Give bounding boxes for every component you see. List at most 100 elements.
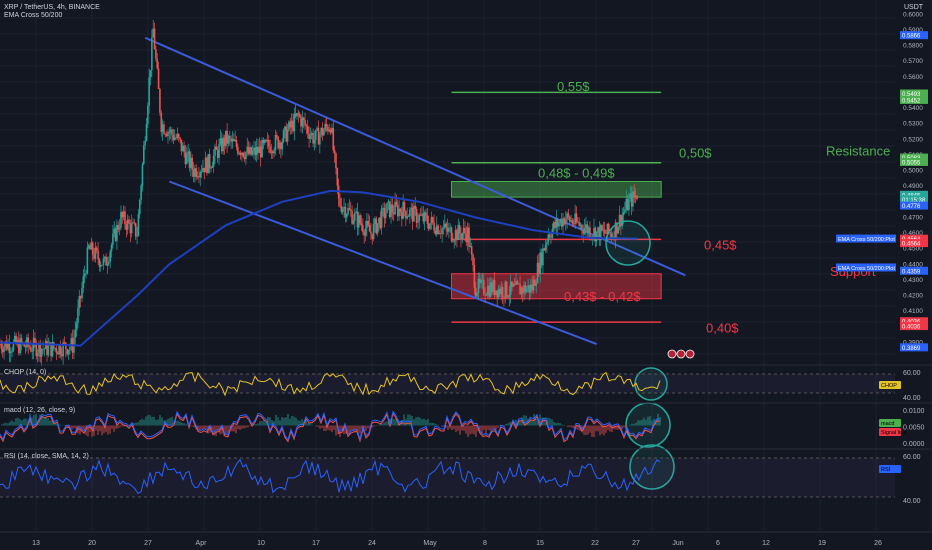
candle-body xyxy=(351,211,353,224)
trendline xyxy=(168,180,598,345)
candle-body xyxy=(543,248,546,251)
candle-body xyxy=(360,223,363,226)
candle-body xyxy=(444,223,446,228)
candle-body xyxy=(597,227,599,232)
candle-body xyxy=(50,342,52,357)
candle-body xyxy=(508,294,511,298)
candle-body xyxy=(442,227,445,229)
price-tick-label: 0.4200 xyxy=(903,293,923,300)
candle-body xyxy=(184,152,187,164)
candle-body xyxy=(23,342,25,347)
candle-body xyxy=(87,245,90,248)
candle-body xyxy=(263,139,266,144)
candle-body xyxy=(309,135,312,140)
candle-body xyxy=(288,121,290,130)
candle-body xyxy=(75,322,78,331)
candle-body xyxy=(249,147,251,155)
candle-body xyxy=(461,233,464,239)
candle-body xyxy=(542,248,544,266)
candle-body xyxy=(429,222,431,229)
candle-body xyxy=(67,349,70,355)
candle-body xyxy=(570,220,572,222)
price-badge xyxy=(900,157,928,166)
candle-body xyxy=(185,153,188,164)
price-badge-text: 0.5866 xyxy=(902,34,921,40)
panel-axis-label: 0.0100 xyxy=(903,408,925,415)
candle-body xyxy=(320,127,322,135)
price-tick-label: 0.4400 xyxy=(903,261,923,268)
time-tick-label: 10 xyxy=(257,540,265,547)
floating-label xyxy=(836,263,896,272)
candle-body xyxy=(450,227,453,242)
time-tick-label: 19 xyxy=(818,540,826,547)
candle-body xyxy=(538,262,540,274)
candle-body xyxy=(484,293,486,296)
candle-body xyxy=(224,130,227,146)
candle-body xyxy=(223,137,226,146)
candle-body xyxy=(56,352,59,355)
price-badge-text: 0.4564 xyxy=(902,242,921,248)
us-flag-icon xyxy=(667,349,677,359)
panel-title: RSI (14, close, SMA, 14, 2) xyxy=(4,453,89,460)
candle-body xyxy=(512,284,515,287)
candle-body xyxy=(574,213,576,225)
candle-body xyxy=(403,202,406,211)
candle-body xyxy=(340,205,343,212)
time-tick-label: Jun xyxy=(672,540,683,547)
candle-body xyxy=(345,214,348,218)
currency-label: USDT xyxy=(904,4,924,11)
candle-body xyxy=(409,209,411,217)
candle-body xyxy=(9,351,12,354)
candle-body xyxy=(176,134,179,139)
candle-body xyxy=(413,205,415,222)
time-tick-label: May xyxy=(423,540,437,547)
panel-axis-label: 60.00 xyxy=(903,454,921,461)
candle-body xyxy=(200,171,203,173)
candle-body xyxy=(636,195,638,200)
price-tick-label: 0.4100 xyxy=(903,308,923,315)
annotation-label: Resistance xyxy=(826,144,890,159)
candle-body xyxy=(132,222,134,224)
candle-body xyxy=(524,284,527,293)
candle-body xyxy=(26,337,28,348)
candle-body xyxy=(95,247,98,251)
candle-body xyxy=(16,340,19,345)
candle-body xyxy=(425,212,427,216)
candle-body xyxy=(375,218,378,234)
candle-body xyxy=(474,287,477,297)
price-tick-label: 0.5200 xyxy=(903,136,923,143)
candle-body xyxy=(462,227,465,234)
candle-body xyxy=(298,114,301,117)
panel-badge xyxy=(879,419,901,427)
price-badge-text: 01:15:38 xyxy=(902,198,926,204)
candle-body xyxy=(563,218,566,225)
candle-body xyxy=(266,139,269,142)
candle-body xyxy=(90,242,93,250)
candle-body xyxy=(390,204,392,218)
price-tick-label: 0.4500 xyxy=(903,246,923,253)
candle-body xyxy=(422,213,425,222)
candle-body xyxy=(460,233,462,239)
candle-body xyxy=(227,136,230,144)
price-badge-text: 0.4036 xyxy=(902,325,921,331)
candle-body xyxy=(410,207,413,210)
candle-body xyxy=(380,208,383,228)
candle-body xyxy=(145,123,148,141)
candle-body xyxy=(539,252,542,274)
candle-body xyxy=(472,254,474,265)
time-tick-label: 26 xyxy=(874,540,882,547)
candle-body xyxy=(531,284,533,291)
time-tick-label: 27 xyxy=(144,540,152,547)
candle-body xyxy=(343,206,345,209)
candle-body xyxy=(593,227,595,237)
candle-body xyxy=(108,261,110,264)
candle-body xyxy=(395,201,398,206)
candle-body xyxy=(149,69,152,78)
candle-body xyxy=(581,224,583,230)
candle-body xyxy=(605,233,607,235)
candle-body xyxy=(35,342,38,357)
candle-body xyxy=(625,198,628,210)
price-badge-text: 0.5493 xyxy=(902,92,921,98)
candle-body xyxy=(40,348,43,357)
